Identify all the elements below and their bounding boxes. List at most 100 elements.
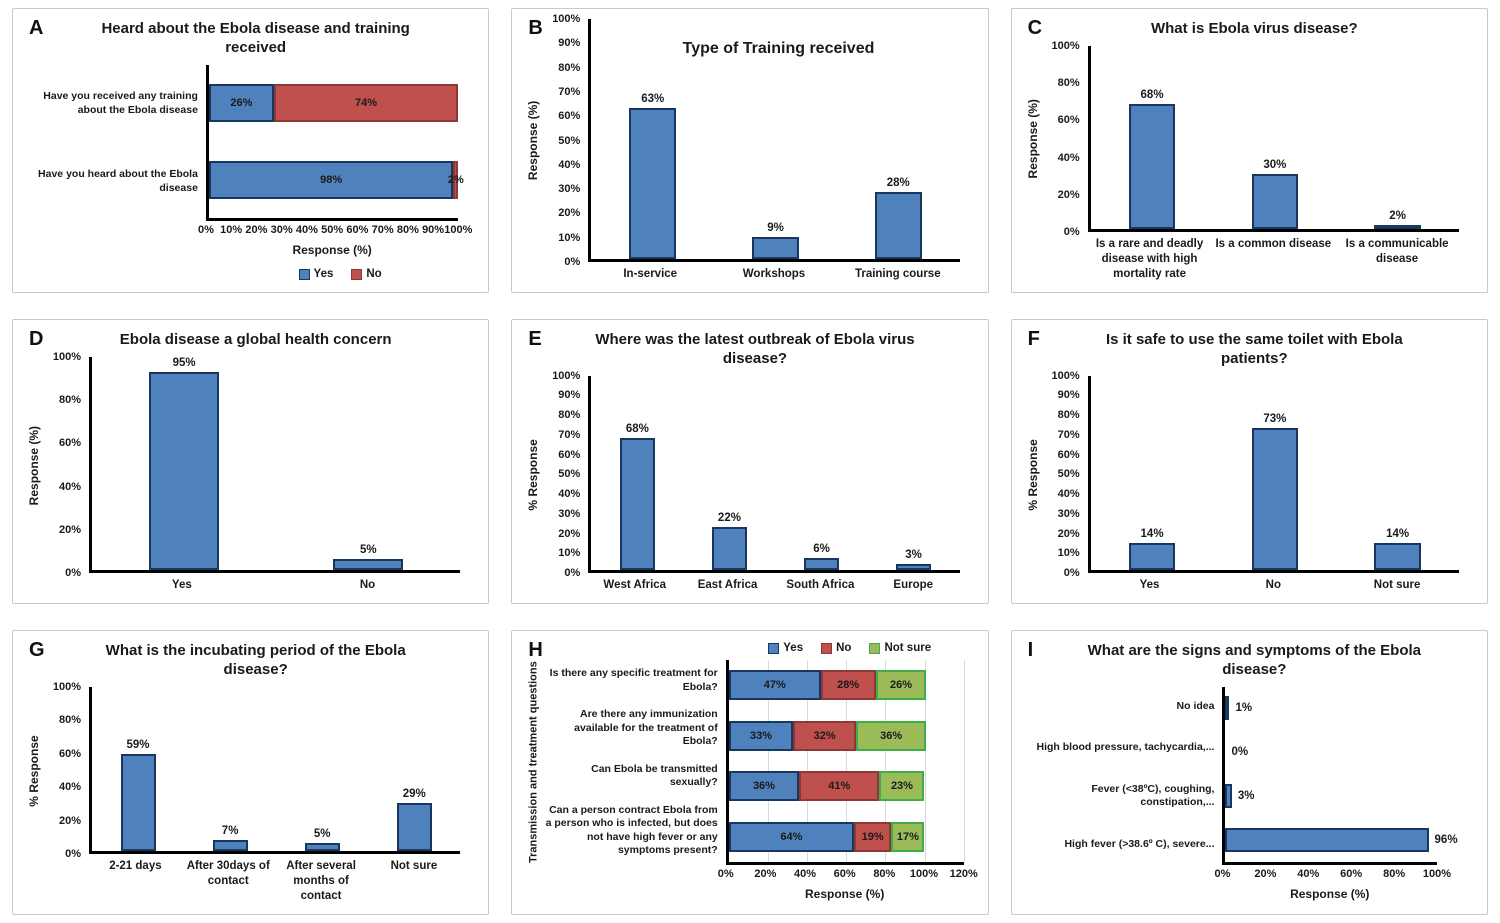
chart-body: % Response 0% 10% 20% 30% 40% 50% 60% 70% 80% 90% 1… bbox=[1025, 370, 1473, 594]
category-label: 2-21 days bbox=[109, 860, 162, 873]
plot-area: 59% 7% 5% 29% bbox=[89, 686, 461, 855]
chart-body: % Response 0% 10% 20% 30% 40% 50% 60% 70% 80% 90% 1… bbox=[526, 370, 973, 594]
bar-2-21-days bbox=[120, 754, 156, 852]
bar-no bbox=[333, 559, 404, 571]
bar-value-label: 2% bbox=[447, 173, 464, 186]
y-tick-label: 80% bbox=[58, 394, 81, 407]
plot-area: 47% 28% 26% 33% 32% 36% 36% 41% 23% 64% 19% 17% bbox=[725, 660, 965, 865]
bar-row-have-you-heard-about-the-ebola-disease: 98% 2% bbox=[208, 160, 464, 199]
bar-value-label: 7% bbox=[221, 824, 239, 837]
bar-segment-not-sure: 23% bbox=[879, 771, 925, 802]
y-tick-label: 30% bbox=[558, 183, 581, 196]
legend-swatch-not-sure-icon bbox=[869, 642, 881, 654]
chart-title: Heard about the Ebola disease and traini… bbox=[101, 20, 410, 56]
y-tick-label: 100% bbox=[52, 680, 81, 693]
bar-row-high-blood-pressure-tachycardia: 0% bbox=[1225, 730, 1437, 774]
category-labels: Have you received any training about the… bbox=[27, 65, 206, 222]
y-tick-label: 40% bbox=[58, 781, 81, 794]
bar-in-service bbox=[629, 107, 677, 260]
bar-value-label: 1% bbox=[1235, 702, 1253, 715]
y-tick-label: 40% bbox=[1057, 151, 1080, 164]
y-tick-label: 60% bbox=[58, 747, 81, 760]
bar-segment-yes: 47% bbox=[728, 670, 821, 701]
bar-value-label: 6% bbox=[813, 543, 830, 556]
category-label: Can Ebola be transmitted sexually? bbox=[591, 762, 718, 789]
bar-row-can-a-person-contract-ebola-from-a-perso: 64% 19% 17% bbox=[728, 821, 964, 852]
category-label: No bbox=[1265, 579, 1281, 592]
panel-letter-e: E bbox=[528, 328, 542, 350]
category-label: Can a person contract Ebola from a perso… bbox=[545, 803, 718, 857]
panel-f: F Is it safe to use the same toilet with … bbox=[1010, 319, 1488, 604]
legend-item-no: No bbox=[351, 268, 382, 280]
x-tick-label: 60% bbox=[833, 868, 856, 880]
panel-letter-c: C bbox=[1027, 17, 1043, 39]
bar-value-label: 22% bbox=[717, 512, 741, 525]
bar-is-a-common-disease bbox=[1251, 174, 1299, 230]
bar-value-label: 17% bbox=[896, 830, 919, 843]
panel-a: A Heard about the Ebola disease and train… bbox=[12, 8, 490, 293]
y-tick-label: 80% bbox=[558, 409, 581, 422]
y-tick-label: 100% bbox=[552, 369, 581, 382]
bar-value-label: 28% bbox=[886, 176, 910, 189]
bar-value-label: 63% bbox=[641, 92, 665, 105]
y-tick-label: 100% bbox=[552, 13, 581, 25]
chart-body: No idea High blood pressure, tachycardia,… bbox=[1026, 686, 1473, 905]
chart-body: Transmission and treatment questions Is t… bbox=[526, 660, 978, 904]
y-tick-label: 50% bbox=[1057, 468, 1080, 481]
category-labels: Yes No bbox=[89, 573, 460, 593]
bar-slot-is-a-rare-and-deadly-disease-with-high-m: 68% bbox=[1091, 46, 1214, 230]
bar-value-label: 9% bbox=[767, 222, 784, 235]
bar-value-label: 59% bbox=[126, 739, 150, 752]
bar-value-label: 73% bbox=[1263, 413, 1287, 426]
bar-slot-not-sure: 14% bbox=[1336, 376, 1459, 571]
bar-value-label: 23% bbox=[890, 780, 913, 793]
bar-value-label: 14% bbox=[1386, 527, 1410, 540]
category-label: Is there any specific treatment for Ebol… bbox=[549, 666, 718, 693]
bar-slot-west-africa: 68% bbox=[591, 376, 683, 571]
legend-swatch-no-icon bbox=[821, 642, 833, 654]
x-axis-ticks: 0% 20% 40% 60% 80% 100% 120% bbox=[718, 868, 978, 884]
category-label: South Africa bbox=[786, 579, 855, 592]
bar-slot-2-21-days: 59% bbox=[92, 687, 184, 852]
panel-e: E Where was the latest outbreak of Ebola … bbox=[511, 319, 989, 604]
category-label: Not sure bbox=[1373, 579, 1421, 592]
legend-label: Not sure bbox=[884, 642, 932, 654]
category-label: High fever (>38.6º C), severe... bbox=[1064, 837, 1215, 850]
bar-row-no-idea: 1% bbox=[1225, 687, 1437, 731]
bar-segment-yes: 98% bbox=[208, 160, 454, 199]
category-label: In-service bbox=[623, 268, 678, 281]
y-tick-label: 70% bbox=[558, 428, 581, 441]
chart-body: Response (%) 0% 20% 40% 60% 80% 100% 68% 30% 2% Is… bbox=[1026, 40, 1473, 282]
x-tick-label: 10% bbox=[220, 224, 243, 236]
chart-title: Where was the latest outbreak of Ebola v… bbox=[595, 331, 915, 367]
x-tick-label: 90% bbox=[422, 224, 445, 236]
y-tick-label: 40% bbox=[58, 480, 81, 493]
bar-not-sure bbox=[1374, 542, 1421, 571]
y-tick-label: 0% bbox=[564, 256, 581, 269]
y-tick-label: 70% bbox=[558, 85, 581, 98]
bar-slot-no: 5% bbox=[276, 357, 460, 571]
category-labels: In-service Workshops Training course bbox=[588, 262, 959, 282]
y-tick-label: 40% bbox=[558, 158, 581, 171]
y-tick-label: 20% bbox=[1057, 527, 1080, 540]
category-label: Have you received any training about the… bbox=[43, 89, 198, 116]
gridline bbox=[963, 660, 965, 862]
x-tick-label: 40% bbox=[1297, 868, 1320, 880]
gridline bbox=[846, 660, 848, 862]
category-label: Not sure bbox=[390, 860, 438, 873]
y-axis-ticks: 0% 10% 20% 30% 40% 50% 60% 70% 80% 90% 100% bbox=[542, 13, 588, 268]
legend-swatch-yes-icon bbox=[768, 642, 780, 654]
category-label: West Africa bbox=[603, 579, 667, 592]
bar-slot-is-a-communicable-disease: 2% bbox=[1336, 46, 1459, 230]
bar-row-have-you-received-any-training-about-the: 26% 74% bbox=[208, 83, 459, 122]
legend: Yes No bbox=[27, 260, 474, 282]
chart-body: Response (%) 0% 20% 40% 60% 80% 100% 95% 5% Yes No bbox=[27, 351, 474, 593]
y-axis-label: % Response bbox=[1025, 438, 1040, 510]
y-tick-label: 40% bbox=[558, 488, 581, 501]
x-tick-label: 100% bbox=[1422, 868, 1452, 880]
category-label: Fever (<38ºC), coughing, constipation,..… bbox=[1091, 782, 1215, 809]
y-tick-label: 60% bbox=[558, 448, 581, 461]
bar-value-label: 36% bbox=[880, 729, 903, 742]
bar-east-africa bbox=[711, 527, 747, 571]
x-tick-label: 60% bbox=[1340, 868, 1363, 880]
